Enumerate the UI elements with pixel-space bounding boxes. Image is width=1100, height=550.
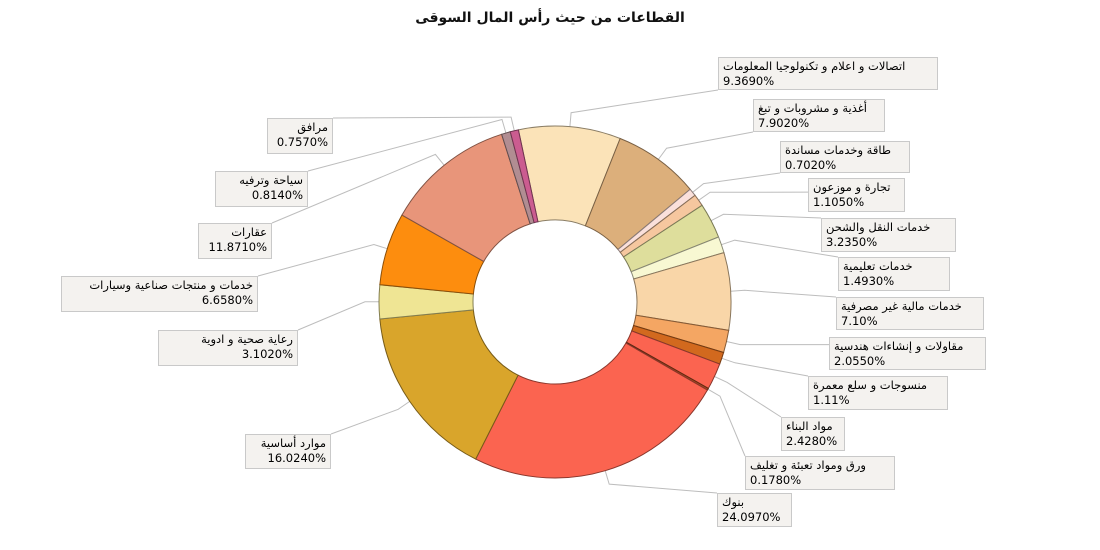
sector-label-telecom-media-it: اتصالات و اعلام و تكنولوجيا المعلومات [723, 59, 906, 73]
sector-callout-utilities: مرافق 0.7570% [267, 118, 333, 154]
sector-label-food-beverages-tobacco: أغذية و مشروبات و تبغ [758, 101, 867, 115]
sector-label-basic-resources: موارد أساسية [260, 436, 326, 450]
sector-callout-transport-shipping: خدمات النقل والشحن 3.2350% [821, 218, 956, 252]
sector-callout-food-beverages-tobacco: أغذية و مشروبات و تبغ 7.9020% [753, 99, 885, 132]
leader-line-paper-packaging [707, 388, 746, 457]
leader-line-tourism-leisure [307, 118, 507, 172]
leader-line-food-beverages-tobacco [657, 131, 754, 160]
leader-line-healthcare-pharma [297, 301, 379, 331]
sector-label-education-services: خدمات تعليمية [843, 259, 913, 273]
leader-line-contracting-construction [726, 341, 830, 346]
sector-value-non-bank-financial: 7.10% [841, 314, 878, 328]
sector-label-healthcare-pharma: رعاية صحية و ادوية [201, 332, 293, 346]
leader-line-energy-support-services [692, 172, 781, 193]
sector-value-textiles-durables: 1.11% [813, 393, 850, 407]
chart-title: القطاعات من حيث رأس المال السوقى [415, 10, 685, 26]
sector-label-paper-packaging: ورق ومواد تعبئة و تغليف [750, 458, 866, 472]
sector-value-paper-packaging: 0.1780% [750, 473, 802, 487]
sector-label-textiles-durables: منسوجات و سلع معمرة [813, 378, 928, 392]
sector-label-non-bank-financial: خدمات مالية غير مصرفية [841, 299, 962, 313]
sector-callout-telecom-media-it: اتصالات و اعلام و تكنولوجيا المعلومات 9.3… [718, 57, 938, 90]
sector-value-telecom-media-it: 9.3690% [723, 74, 775, 88]
sector-value-banks: 24.0970% [722, 510, 781, 524]
donut-slices-group [378, 125, 732, 479]
sector-callout-textiles-durables: منسوجات و سلع معمرة 1.11% [808, 376, 948, 410]
sector-callout-education-services: خدمات تعليمية 1.4930% [838, 257, 950, 291]
sector-callout-paper-packaging: ورق ومواد تعبئة و تغليف 0.1780% [745, 456, 895, 490]
sector-label-tourism-leisure: سياحة وترفيه [239, 173, 303, 187]
sector-callout-industrial-goods-autos: خدمات و منتجات صناعية وسيارات 6.6580% [61, 276, 258, 312]
leader-line-transport-shipping [710, 213, 822, 222]
leader-line-industrial-goods-autos [257, 243, 388, 277]
leader-line-real-estate [271, 153, 445, 224]
leader-lines-group [257, 89, 839, 494]
sector-value-tourism-leisure: 0.8140% [251, 188, 303, 202]
sector-callout-healthcare-pharma: رعاية صحية و ادوية 3.1020% [158, 330, 298, 366]
sector-label-industrial-goods-autos: خدمات و منتجات صناعية وسيارات [89, 278, 253, 292]
sector-label-trade-distributors: تجارة و موزعون [813, 180, 891, 194]
leader-line-building-materials [714, 376, 782, 418]
sector-label-contracting-construction: مقاولات و إنشاءات هندسية [834, 339, 964, 353]
sector-label-transport-shipping: خدمات النقل والشحن [826, 220, 931, 234]
sector-callout-banks: بنوك 24.0970% [717, 493, 792, 527]
sector-value-building-materials: 2.4280% [786, 434, 838, 448]
sector-callout-real-estate: عقارات 11.8710% [198, 223, 272, 259]
sector-value-industrial-goods-autos: 6.6580% [201, 293, 253, 307]
sector-label-real-estate: عقارات [231, 225, 267, 239]
pie-slice-basic-resources [379, 309, 519, 460]
pie-slice-banks [475, 342, 709, 479]
leader-line-textiles-durables [721, 357, 809, 377]
pie-slice-utilities [509, 129, 539, 224]
sector-label-building-materials: مواد البناء [786, 419, 833, 433]
leader-line-utilities [332, 116, 515, 131]
leader-line-banks [604, 470, 718, 494]
sector-callout-contracting-construction: مقاولات و إنشاءات هندسية 2.0550% [829, 337, 986, 370]
sector-callout-basic-resources: موارد أساسية 16.0240% [245, 434, 331, 469]
sector-value-healthcare-pharma: 3.1020% [241, 347, 293, 361]
sector-callout-tourism-leisure: سياحة وترفيه 0.8140% [215, 171, 308, 207]
sector-value-real-estate: 11.8710% [208, 240, 267, 254]
sector-callout-non-bank-financial: خدمات مالية غير مصرفية 7.10% [836, 297, 984, 330]
leader-line-non-bank-financial [730, 289, 837, 298]
sector-value-basic-resources: 16.0240% [267, 451, 326, 465]
sector-callout-energy-support-services: طاقة وخدمات مساندة 0.7020% [780, 141, 910, 173]
leader-line-basic-resources [330, 400, 410, 435]
sector-value-trade-distributors: 1.1050% [813, 195, 865, 209]
sector-value-food-beverages-tobacco: 7.9020% [758, 116, 810, 130]
sector-value-education-services: 1.4930% [843, 274, 895, 288]
sector-label-banks: بنوك [722, 495, 745, 509]
sector-value-contracting-construction: 2.0550% [834, 354, 886, 368]
leader-line-telecom-media-it [569, 89, 719, 127]
sector-value-utilities: 0.7570% [276, 135, 328, 149]
sector-value-energy-support-services: 0.7020% [785, 158, 837, 172]
sector-value-transport-shipping: 3.2350% [826, 235, 878, 249]
sector-callout-trade-distributors: تجارة و موزعون 1.1050% [808, 178, 905, 212]
sector-label-energy-support-services: طاقة وخدمات مساندة [785, 143, 892, 157]
sector-callout-building-materials: مواد البناء 2.4280% [781, 417, 845, 451]
leader-line-education-services [721, 239, 839, 258]
sector-label-utilities: مرافق [297, 120, 328, 134]
leader-line-trade-distributors [698, 191, 809, 201]
